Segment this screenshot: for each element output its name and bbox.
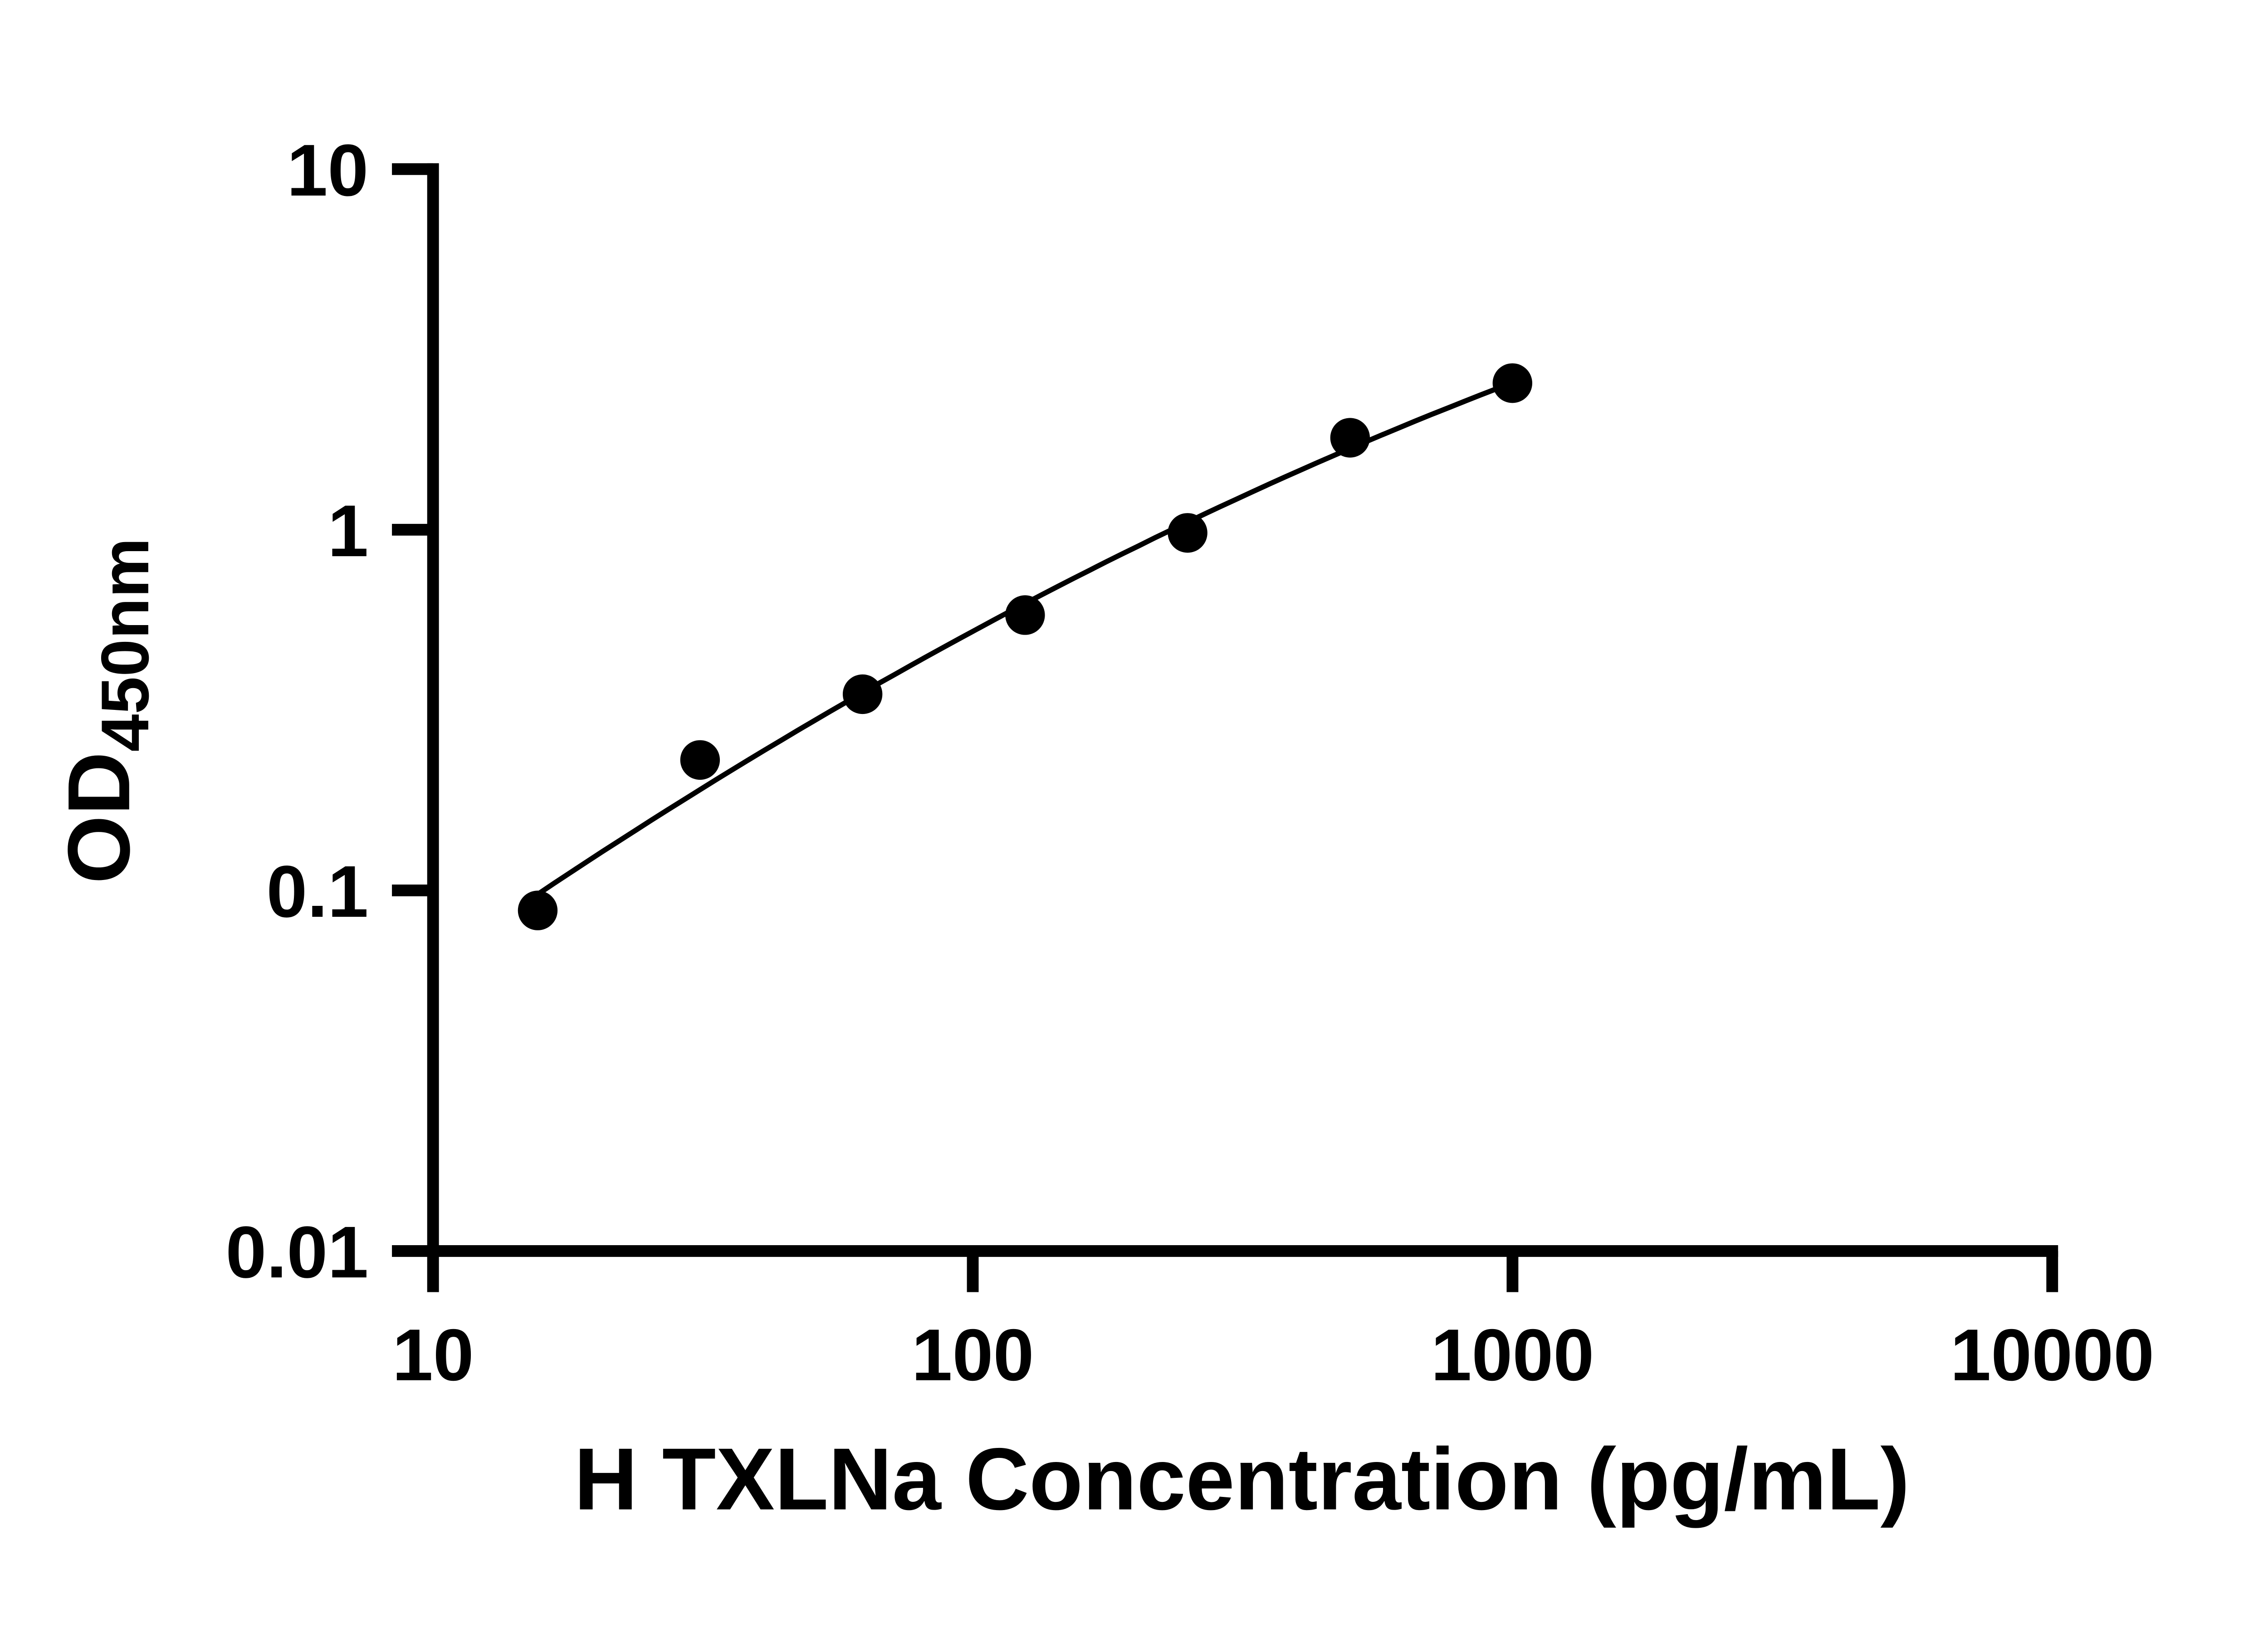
points-layer	[518, 363, 1532, 930]
y-tick-label: 1	[327, 490, 368, 572]
axis-spine	[427, 163, 2058, 1257]
y-tick-label: 0.1	[266, 851, 368, 933]
x-tick-label: 1000	[1431, 1315, 1594, 1396]
data-point	[1168, 513, 1207, 553]
data-point	[1330, 418, 1370, 458]
data-point	[842, 674, 883, 714]
y-tick-label: 10	[287, 130, 368, 211]
axes-layer: 10 100 1000 10000 10 1 0.1 0.01	[225, 130, 2154, 1396]
data-point	[1005, 595, 1045, 635]
data-point	[680, 740, 720, 780]
x-tick-label: 10	[392, 1315, 474, 1396]
data-point	[518, 890, 558, 930]
x-axis-title: H TXLNa Concentration (pg/mL)	[574, 1430, 1910, 1529]
y-axis-title: OD450nm	[50, 538, 163, 884]
data-point	[1492, 363, 1532, 403]
labels-layer: H TXLNa Concentration (pg/mL) OD450nm	[50, 538, 1910, 1529]
x-tick-label: 100	[912, 1315, 1034, 1396]
y-axis-title-sub: 450nm	[87, 538, 163, 752]
x-tick-label: 10000	[1950, 1315, 2154, 1396]
y-tick-label: 0.01	[225, 1212, 368, 1293]
y-axis-title-main: OD	[50, 752, 148, 884]
curve-layer	[536, 380, 1514, 897]
fit-curve	[536, 380, 1514, 897]
